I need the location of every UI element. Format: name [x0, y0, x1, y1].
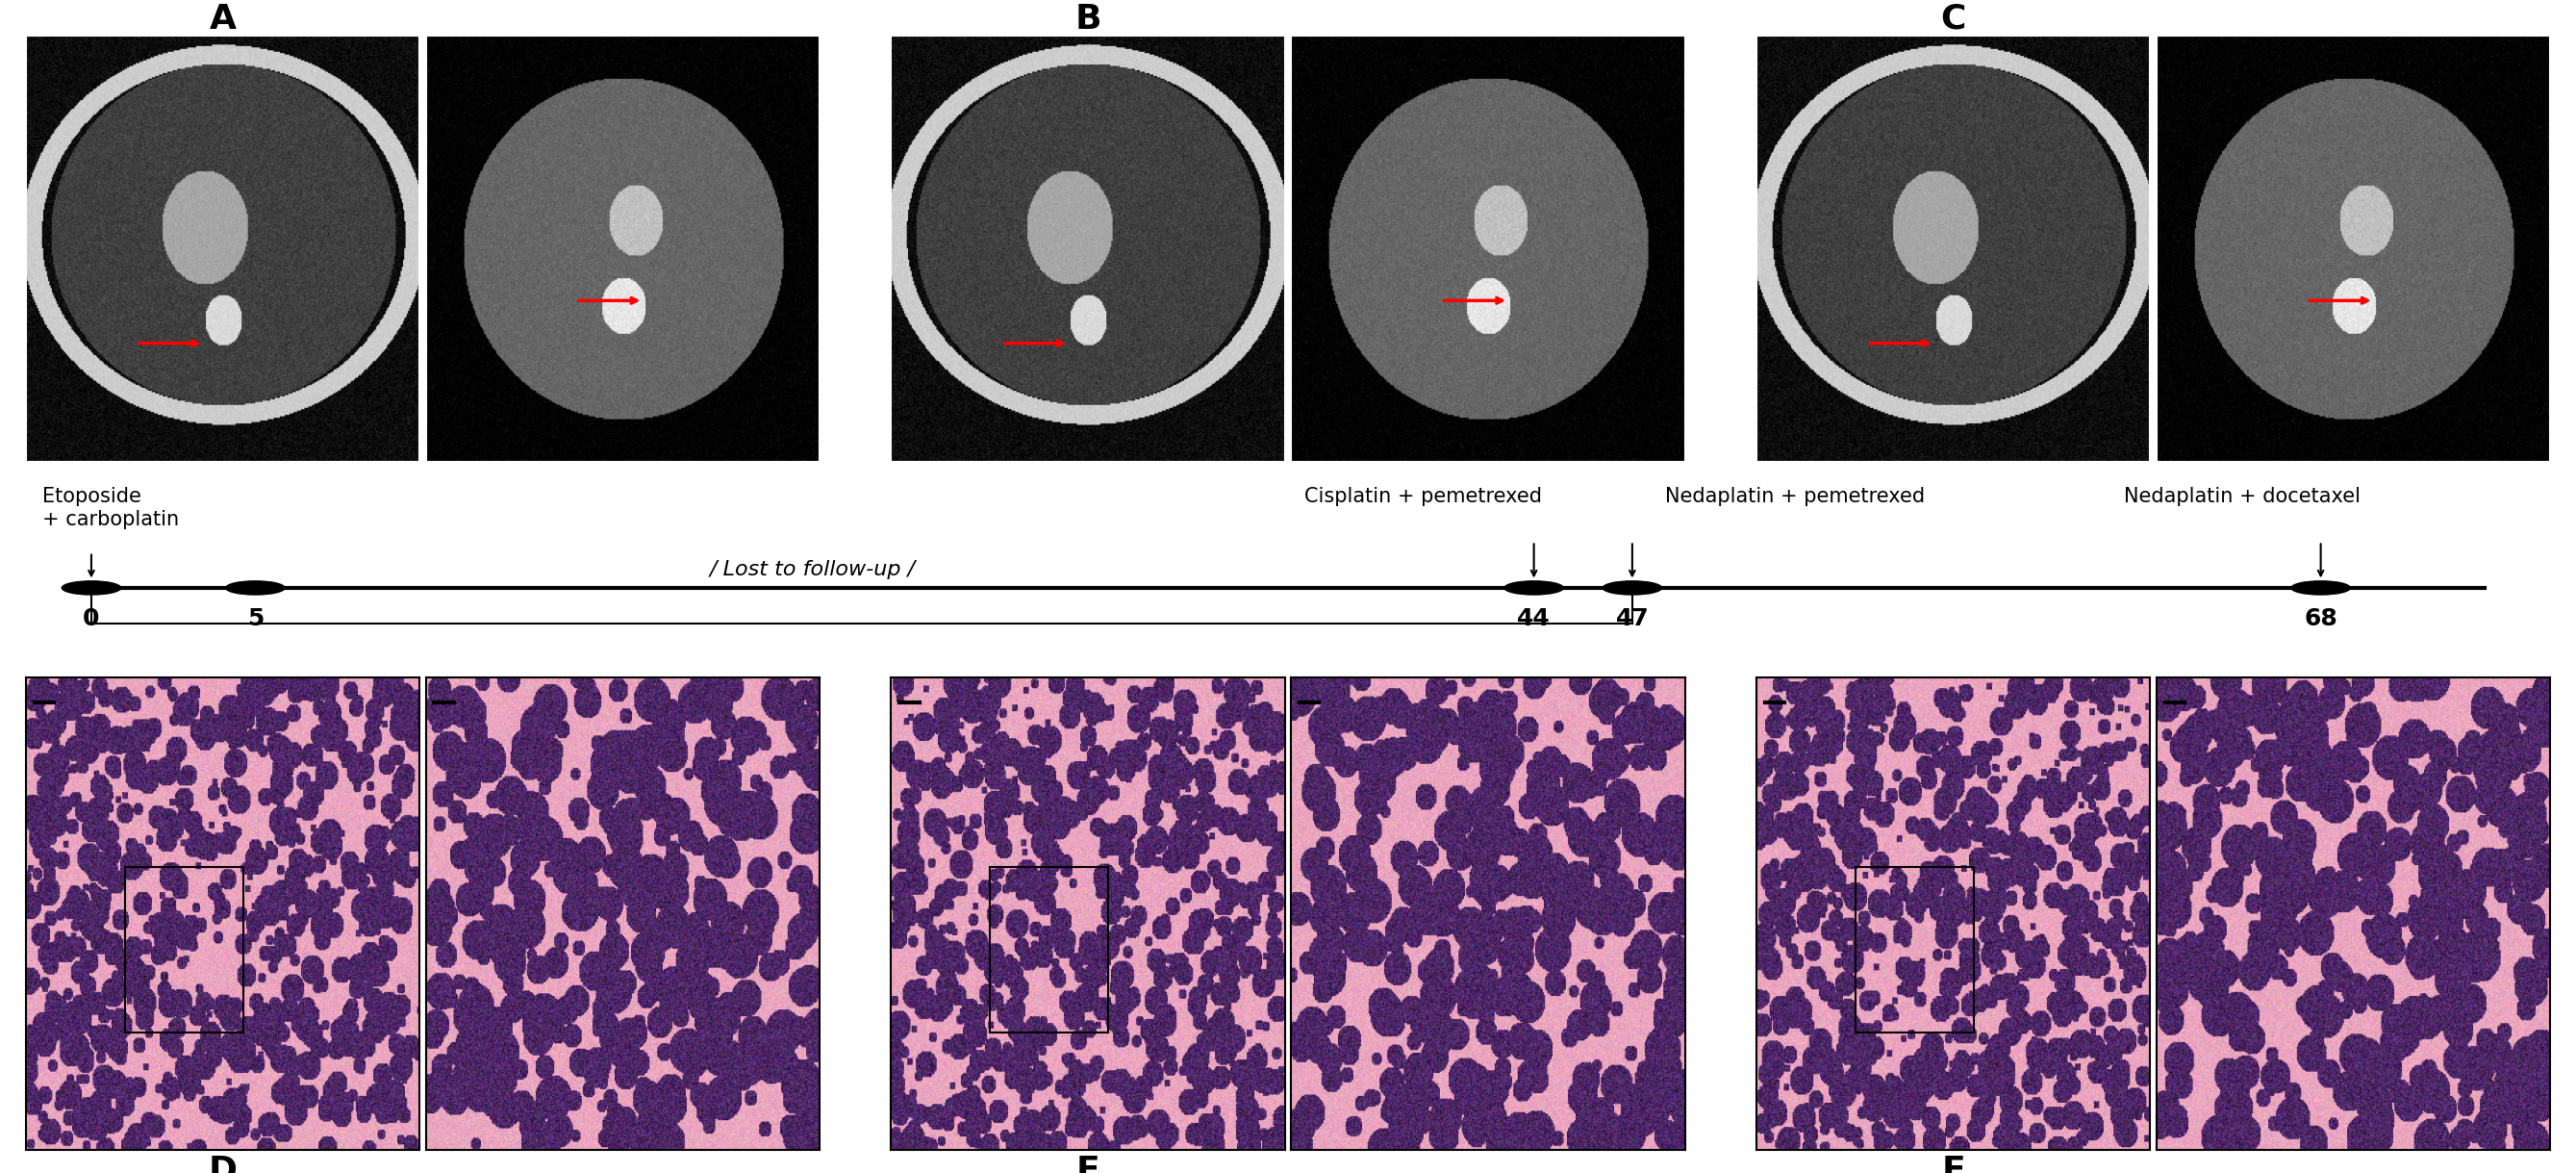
- X-axis label: F: F: [1942, 1155, 1965, 1173]
- X-axis label: D: D: [209, 1155, 237, 1173]
- Text: 44: 44: [1517, 608, 1551, 631]
- Text: Nedaplatin + pemetrexed: Nedaplatin + pemetrexed: [1664, 487, 1924, 507]
- Ellipse shape: [227, 581, 286, 595]
- Text: 5: 5: [247, 608, 263, 631]
- Text: 47: 47: [1615, 608, 1649, 631]
- Title: A: A: [209, 2, 237, 35]
- Ellipse shape: [1504, 581, 1564, 595]
- Bar: [124, 867, 242, 1032]
- Text: / Lost to follow-up /: / Lost to follow-up /: [708, 560, 914, 579]
- Text: 68: 68: [2303, 608, 2336, 631]
- Bar: [989, 867, 1108, 1032]
- Bar: [1855, 867, 1973, 1032]
- Text: Nedaplatin + docetaxel: Nedaplatin + docetaxel: [2125, 487, 2360, 507]
- Text: Etoposide
+ carboplatin: Etoposide + carboplatin: [41, 487, 178, 529]
- Text: Cisplatin + pemetrexed: Cisplatin + pemetrexed: [1303, 487, 1543, 507]
- Ellipse shape: [2290, 581, 2349, 595]
- Ellipse shape: [1602, 581, 1662, 595]
- Text: 0: 0: [82, 608, 100, 631]
- Title: B: B: [1074, 2, 1100, 35]
- X-axis label: E: E: [1077, 1155, 1100, 1173]
- Ellipse shape: [62, 581, 121, 595]
- Title: C: C: [1940, 2, 1965, 35]
